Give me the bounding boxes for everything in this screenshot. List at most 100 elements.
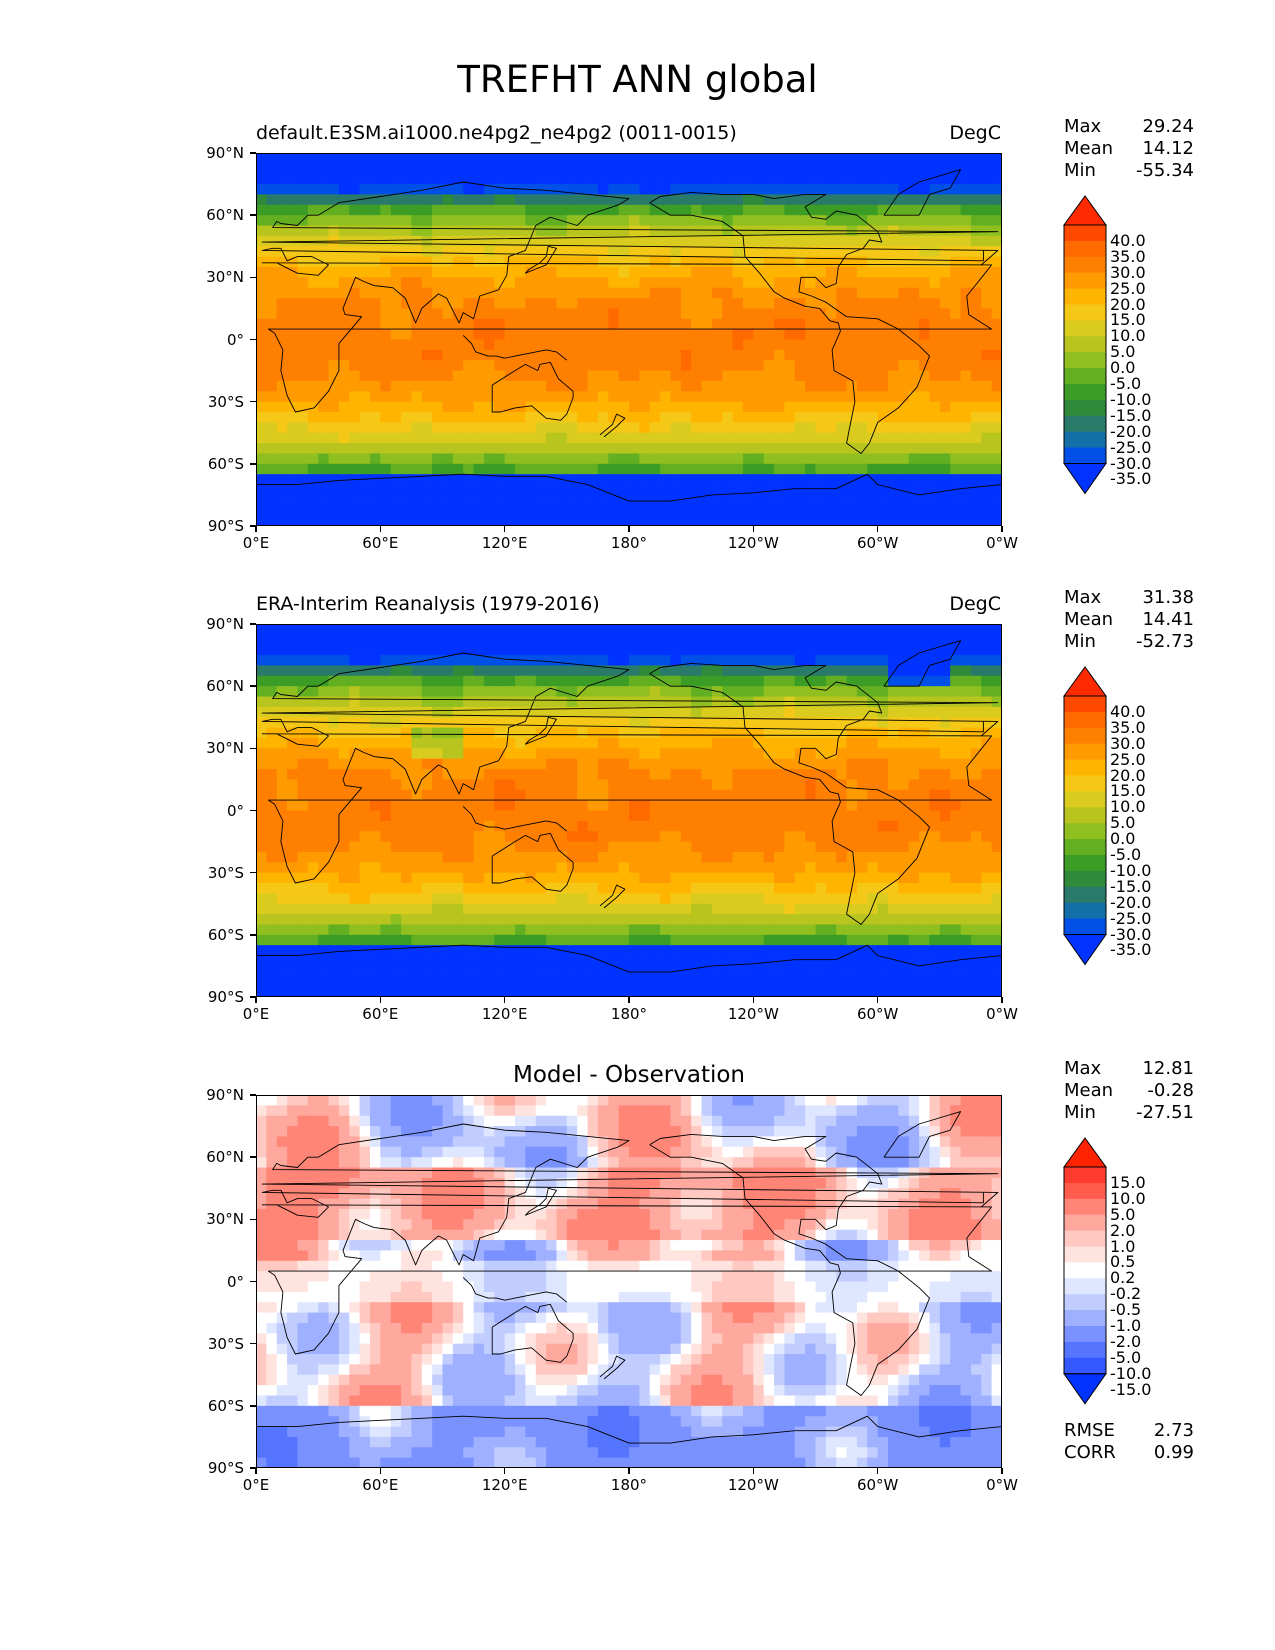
field-cell [846,380,858,392]
field-cell [276,298,288,310]
field-cell [753,624,765,635]
field-cell [970,184,982,196]
field-cell [691,924,703,936]
field-cell [473,225,485,237]
field-cell [608,256,620,268]
field-cell [546,339,558,351]
field-cell [680,287,692,299]
field-cell [950,225,962,237]
field-cell [328,851,340,863]
field-cell [919,298,931,310]
field-cell [639,215,651,227]
field-cell [846,215,858,227]
field-cell [452,727,464,739]
field-cell [742,644,754,656]
field-cell [825,841,837,853]
field-cell [888,453,899,465]
field-cell [722,360,734,372]
field-cell [432,287,444,299]
field-cell [825,318,837,330]
field-cell [608,443,620,455]
field-cell [597,215,609,227]
field-cell [608,675,620,687]
field-cell [825,453,837,465]
field-cell [629,758,640,770]
field-cell [463,686,475,698]
field-cell [566,329,578,341]
field-cell [970,277,982,289]
field-cell [991,696,1002,708]
field-cell [535,339,547,351]
field-cell [380,370,392,382]
field-cell [670,789,682,801]
field-cell [504,474,516,486]
field-cell [525,665,537,677]
field-cell [535,717,547,729]
field-cell [877,706,889,718]
field-cell [732,204,744,216]
field-cell [442,494,454,506]
field-cell [919,515,931,526]
field-cell [556,412,568,423]
field-cell [504,945,516,957]
field-cell [856,484,868,496]
field-cell [618,256,630,268]
field-cell [950,789,962,801]
panel-title: default.E3SM.ai1000.ne4pg2_ne4pg2 (0011-… [256,122,737,144]
field-cell [877,204,889,216]
field-cell [287,934,299,946]
field-cell [742,696,754,708]
field-cell [888,686,899,698]
field-cell [649,215,661,227]
colorbar-tick-label: -10.0 [1110,389,1152,409]
field-cell [639,235,651,247]
field-cell [338,266,350,278]
field-cell [680,318,692,330]
field-cell [463,453,475,465]
field-cell [784,277,796,289]
field-cell [442,820,454,832]
field-cell [639,204,651,216]
colorbar-band [1064,352,1106,369]
field-cell [711,883,723,894]
field-cell [287,644,299,656]
field-cell [877,215,889,227]
field-cell [929,194,941,206]
field-cell [960,924,972,936]
field-cell [504,184,516,196]
field-cell [390,862,402,874]
field-cell [473,443,485,455]
field-cell [463,412,475,423]
field-cell [877,194,889,206]
field-cell [711,163,723,175]
field-cell [587,287,599,299]
field-cell [566,706,578,718]
field-cell [483,443,495,455]
field-cell [846,624,858,635]
field-cell [256,494,267,506]
field-cell [670,204,682,216]
field-cell [421,277,433,289]
field-cell [494,380,506,392]
field-cell [929,432,941,444]
field-cell [328,194,340,206]
field-cell [649,644,661,656]
field-cell [494,349,506,361]
field-cell [256,924,267,936]
field-cell [338,903,350,915]
field-cell [359,360,371,372]
field-cell [753,810,765,822]
field-cell [970,163,982,175]
field-cell [328,443,340,455]
field-cell [287,173,299,185]
field-cell [380,789,392,801]
field-cell [452,934,464,946]
field-cell [359,515,371,526]
field-cell [950,256,962,268]
field-cell [504,862,516,874]
field-cell [328,665,340,677]
field-cell [825,934,837,946]
field-cell [566,401,578,413]
field-cell [307,349,319,361]
field-cell [380,360,392,372]
